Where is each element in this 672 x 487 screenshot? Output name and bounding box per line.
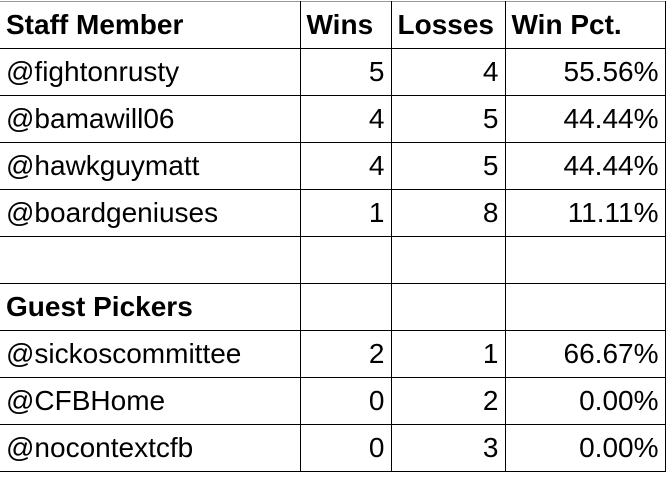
- name-cell[interactable]: @boardgeniuses: [0, 189, 301, 237]
- name-cell[interactable]: @sickoscommittee: [0, 330, 301, 378]
- cell[interactable]: [299, 283, 392, 331]
- losses-cell[interactable]: 8: [390, 189, 506, 237]
- win-pct-cell[interactable]: 66.67%: [504, 330, 666, 378]
- losses-cell[interactable]: 3: [390, 424, 506, 472]
- header-losses[interactable]: Losses: [390, 1, 506, 49]
- header-win-pct[interactable]: Win Pct.: [504, 1, 666, 49]
- table-row: @boardgeniuses 1 8 11.11%: [0, 189, 666, 237]
- header-staff-member[interactable]: Staff Member: [0, 1, 301, 49]
- guest-header-row: Guest Pickers: [0, 283, 666, 331]
- losses-cell[interactable]: 5: [390, 142, 506, 190]
- wins-cell[interactable]: 0: [299, 424, 392, 472]
- cell[interactable]: [504, 283, 666, 331]
- win-pct-cell[interactable]: 44.44%: [504, 95, 666, 143]
- blank-row: [0, 236, 666, 284]
- header-wins[interactable]: Wins: [299, 1, 392, 49]
- cell[interactable]: [390, 283, 506, 331]
- wins-cell[interactable]: 2: [299, 330, 392, 378]
- header-row: Staff Member Wins Losses Win Pct.: [0, 1, 666, 49]
- table-row: @nocontextcfb 0 3 0.00%: [0, 424, 666, 472]
- wins-cell[interactable]: 1: [299, 189, 392, 237]
- win-pct-cell[interactable]: 44.44%: [504, 142, 666, 190]
- cell[interactable]: [299, 236, 392, 284]
- win-pct-cell[interactable]: 0.00%: [504, 377, 666, 425]
- guest-pickers-header[interactable]: Guest Pickers: [0, 283, 301, 331]
- table-row: @sickoscommittee 2 1 66.67%: [0, 330, 666, 378]
- losses-cell[interactable]: 2: [390, 377, 506, 425]
- wins-cell[interactable]: 4: [299, 142, 392, 190]
- name-cell[interactable]: @fightonrusty: [0, 48, 301, 96]
- table-row: @hawkguymatt 4 5 44.44%: [0, 142, 666, 190]
- cell[interactable]: [390, 236, 506, 284]
- losses-cell[interactable]: 4: [390, 48, 506, 96]
- table-row: @bamawill06 4 5 44.44%: [0, 95, 666, 143]
- wins-cell[interactable]: 0: [299, 377, 392, 425]
- standings-table: Staff Member Wins Losses Win Pct. @fight…: [0, 1, 666, 472]
- wins-cell[interactable]: 5: [299, 48, 392, 96]
- name-cell[interactable]: @nocontextcfb: [0, 424, 301, 472]
- cell[interactable]: [504, 236, 666, 284]
- losses-cell[interactable]: 5: [390, 95, 506, 143]
- win-pct-cell[interactable]: 55.56%: [504, 48, 666, 96]
- win-pct-cell[interactable]: 0.00%: [504, 424, 666, 472]
- table-row: @fightonrusty 5 4 55.56%: [0, 48, 666, 96]
- win-pct-cell[interactable]: 11.11%: [504, 189, 666, 237]
- table-row: @CFBHome 0 2 0.00%: [0, 377, 666, 425]
- losses-cell[interactable]: 1: [390, 330, 506, 378]
- name-cell[interactable]: @hawkguymatt: [0, 142, 301, 190]
- name-cell[interactable]: @CFBHome: [0, 377, 301, 425]
- wins-cell[interactable]: 4: [299, 95, 392, 143]
- name-cell[interactable]: @bamawill06: [0, 95, 301, 143]
- cell[interactable]: [0, 236, 301, 284]
